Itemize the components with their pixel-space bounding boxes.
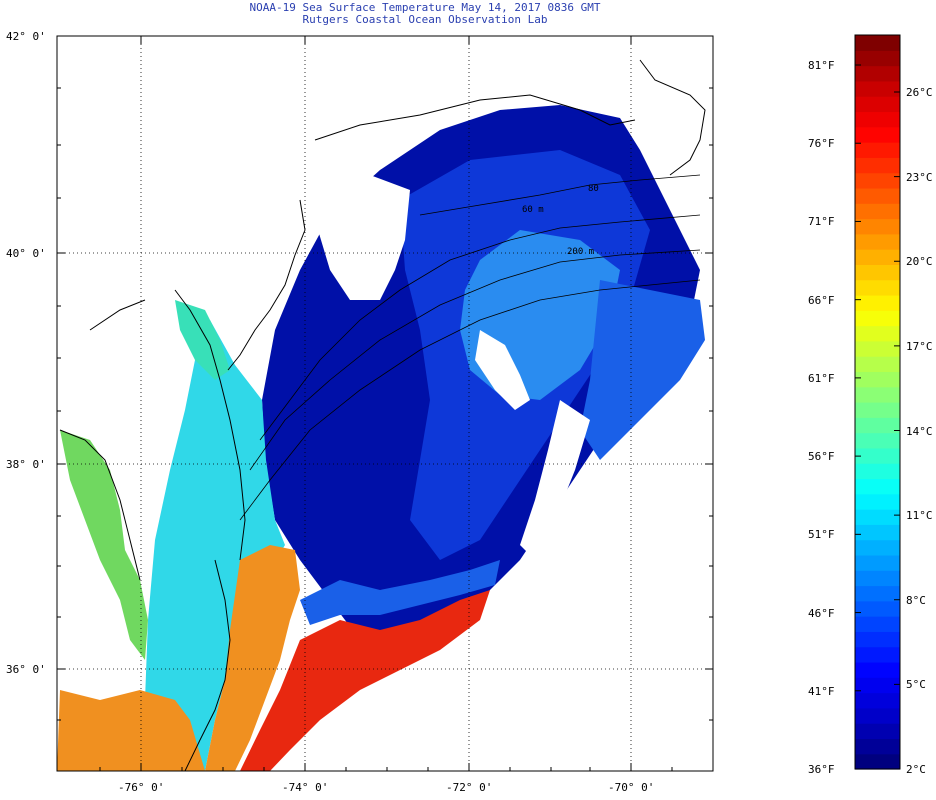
axis-ticks — [57, 35, 713, 771]
colorbar-label-fahrenheit: 51°F — [808, 528, 835, 542]
colorbar-label-celsius: 8°C — [906, 593, 926, 607]
contour-label-200m: 200 m — [567, 247, 594, 257]
colorbar-label-fahrenheit: 46°F — [808, 606, 835, 620]
bathymetry-contour-60m — [419, 174, 701, 216]
lat-label-40: 40° 0' — [6, 247, 46, 260]
colorbar-label-celsius: 14°C — [906, 424, 933, 438]
sst-delaware-bay-water — [175, 300, 230, 380]
sst-chesapeake-bay — [60, 430, 148, 660]
lat-label-36: 36° 0' — [6, 663, 46, 676]
colorbar-label-celsius: 20°C — [906, 255, 933, 269]
coastline-delmarva — [174, 289, 246, 561]
cloud-gap-ny-bight — [318, 175, 410, 300]
map-subtitle: Rutgers Coastal Ocean Observation Lab — [302, 13, 548, 26]
lat-label-42: 42° 0' — [6, 30, 46, 43]
colorbar-label-fahrenheit: 61°F — [808, 371, 835, 385]
coastline-chesapeake — [59, 299, 146, 581]
lon-label-74: -74° 0' — [282, 781, 329, 794]
coastline-new-jersey — [227, 199, 306, 371]
colorbar-label-fahrenheit: 56°F — [808, 450, 835, 464]
sst-nearshore-band — [145, 320, 285, 771]
colorbar-label-celsius: 11°C — [906, 509, 933, 523]
coastline-cape-cod — [639, 59, 706, 176]
bathymetry-contour-deep — [239, 279, 701, 521]
coastline-long-island — [314, 94, 636, 141]
colorbar-label-fahrenheit: 81°F — [808, 59, 835, 72]
contour-label-80: 80 — [588, 184, 599, 194]
sst-gulf-stream-warm — [205, 545, 300, 771]
graticule — [57, 36, 713, 771]
sst-gulf-stream-filament — [300, 560, 500, 625]
colorbar-label-celsius: 26°C — [906, 86, 933, 99]
map-title: NOAA-19 Sea Surface Temperature May 14, … — [249, 1, 601, 14]
colorbar-label-celsius: 23°C — [906, 170, 933, 184]
cloud-gap-southeast — [480, 590, 600, 700]
cloud-gap-east — [520, 400, 590, 560]
contour-label-60m: 60 m — [522, 205, 544, 215]
colorbar-label-fahrenheit: 71°F — [808, 215, 835, 229]
colorbar-label-celsius: 2°C — [906, 763, 926, 776]
bathymetry-contour-200m — [249, 249, 701, 471]
sst-eastern-patches — [580, 280, 705, 460]
colorbar-label-fahrenheit: 36°F — [808, 763, 835, 776]
lon-label-76: -76° 0' — [118, 781, 165, 794]
sst-gulf-stream-core — [240, 590, 490, 771]
colorbar-label-celsius: 5°C — [906, 678, 926, 692]
lat-label-38: 38° 0' — [6, 458, 46, 471]
cloud-gap-midshelf — [475, 330, 530, 410]
colorbar-label-fahrenheit: 66°F — [808, 293, 835, 307]
colorbar-label-fahrenheit: 41°F — [808, 684, 835, 698]
colorbar-label-fahrenheit: 76°F — [808, 137, 835, 151]
coastline-outer-banks — [184, 559, 231, 771]
sst-pamlico-sound — [57, 690, 205, 771]
lon-label-70: -70° 0' — [608, 781, 655, 794]
map-frame — [56, 35, 714, 772]
lon-label-72: -72° 0' — [446, 781, 493, 794]
colorbar-label-celsius: 17°C — [906, 339, 933, 353]
